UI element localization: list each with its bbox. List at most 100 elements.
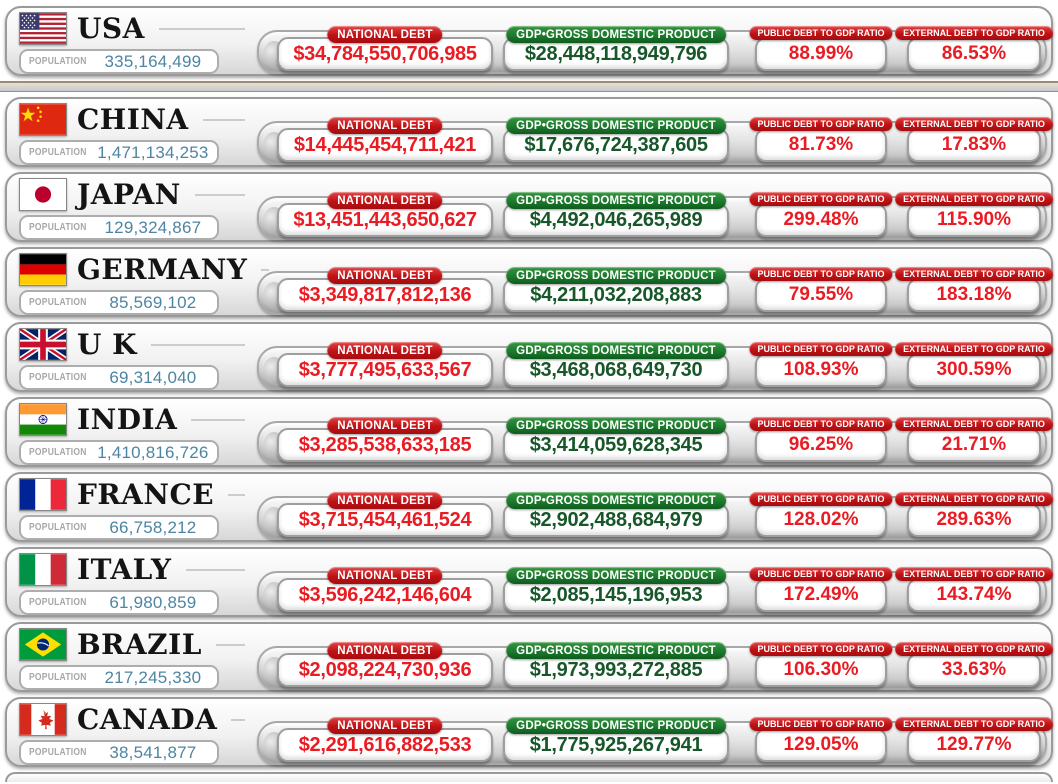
population-value: 38,541,877 bbox=[109, 742, 197, 762]
gdp-metric: GDP•GROSS DOMESTIC PRODUCT $1,775,925,26… bbox=[503, 717, 729, 762]
national-debt-value: $3,596,242,146,604 bbox=[298, 583, 472, 606]
external-debt-ratio-value: 17.83% bbox=[941, 134, 1007, 155]
national-debt-value-box: $2,098,224,730,936 bbox=[277, 653, 493, 687]
country-name-row: ITALY bbox=[19, 553, 257, 586]
external-debt-ratio-value-box: 183.18% bbox=[907, 278, 1041, 312]
national-debt-value: $3,285,538,633,185 bbox=[298, 433, 472, 456]
gdp-value: $1,775,925,267,941 bbox=[529, 733, 703, 756]
population-box: POPULATION 217,245,330 bbox=[19, 665, 219, 690]
metrics-panel: NATIONAL DEBT $3,596,242,146,604 GDP•GRO… bbox=[257, 567, 1053, 615]
external-debt-ratio-metric: EXTERNAL DEBT TO GDP RATIO 143.74% bbox=[895, 567, 1053, 612]
public-debt-ratio-metric: PUBLIC DEBT TO GDP RATIO 106.30% bbox=[749, 642, 893, 687]
country-row-canada: CANADA POPULATION 38,541,877 NATIONAL DE… bbox=[5, 697, 1053, 767]
national-debt-value: $34,784,550,706,985 bbox=[293, 42, 477, 65]
population-value: 66,758,212 bbox=[109, 517, 197, 537]
public-debt-ratio-value-box: 129.05% bbox=[755, 728, 887, 762]
country-row-italy: ITALY POPULATION 61,980,859 NATIONAL DEB… bbox=[5, 547, 1053, 617]
country-name-row: CANADA bbox=[19, 703, 257, 736]
national-debt-label: NATIONAL DEBT bbox=[327, 567, 443, 584]
country-info: ITALY POPULATION 61,980,859 bbox=[7, 549, 257, 615]
external-debt-ratio-value: 143.74% bbox=[936, 584, 1012, 605]
flag-china-icon bbox=[19, 103, 67, 136]
national-debt-metric: NATIONAL DEBT $2,291,616,882,533 bbox=[277, 717, 493, 762]
gdp-metric: GDP•GROSS DOMESTIC PRODUCT $4,492,046,26… bbox=[503, 192, 729, 237]
gdp-label: GDP•GROSS DOMESTIC PRODUCT bbox=[506, 267, 726, 284]
public-debt-ratio-label: PUBLIC DEBT TO GDP RATIO bbox=[749, 492, 893, 506]
external-debt-ratio-label: EXTERNAL DEBT TO GDP RATIO bbox=[895, 342, 1053, 356]
gdp-metric: GDP•GROSS DOMESTIC PRODUCT $4,211,032,20… bbox=[503, 267, 729, 312]
gdp-label: GDP•GROSS DOMESTIC PRODUCT bbox=[506, 417, 726, 434]
country-row-china: CHINA POPULATION 1,471,134,253 NATIONAL … bbox=[5, 97, 1053, 167]
public-debt-ratio-value-box: 81.73% bbox=[755, 128, 887, 162]
external-debt-ratio-label: EXTERNAL DEBT TO GDP RATIO bbox=[895, 267, 1053, 281]
external-debt-ratio-metric: EXTERNAL DEBT TO GDP RATIO 300.59% bbox=[895, 342, 1053, 387]
external-debt-ratio-value-box: 143.74% bbox=[907, 578, 1041, 612]
national-debt-label: NATIONAL DEBT bbox=[327, 267, 443, 284]
gdp-label: GDP•GROSS DOMESTIC PRODUCT bbox=[506, 117, 726, 134]
gdp-value: $1,973,993,272,885 bbox=[529, 658, 703, 681]
public-debt-ratio-metric: PUBLIC DEBT TO GDP RATIO 96.25% bbox=[749, 417, 893, 462]
metrics-panel: NATIONAL DEBT $2,291,616,882,533 GDP•GRO… bbox=[257, 717, 1053, 765]
country-row-india: INDIA POPULATION 1,410,816,726 NATIONAL … bbox=[5, 397, 1053, 467]
country-info: FRANCE POPULATION 66,758,212 bbox=[7, 474, 257, 540]
population-box: POPULATION 335,164,499 bbox=[19, 49, 219, 74]
metrics-panel: NATIONAL DEBT $2,098,224,730,936 GDP•GRO… bbox=[257, 642, 1053, 690]
gdp-metric: GDP•GROSS DOMESTIC PRODUCT $3,468,068,64… bbox=[503, 342, 729, 387]
gdp-value: $4,211,032,208,883 bbox=[530, 283, 702, 306]
external-debt-ratio-value: 289.63% bbox=[936, 509, 1012, 530]
public-debt-ratio-value: 128.02% bbox=[783, 509, 859, 530]
external-debt-ratio-label: EXTERNAL DEBT TO GDP RATIO bbox=[895, 567, 1053, 581]
external-debt-ratio-metric: EXTERNAL DEBT TO GDP RATIO 183.18% bbox=[895, 267, 1053, 312]
country-name-row: INDIA bbox=[19, 403, 257, 436]
external-debt-ratio-label: EXTERNAL DEBT TO GDP RATIO bbox=[895, 117, 1053, 131]
national-debt-metric: NATIONAL DEBT $3,596,242,146,604 bbox=[277, 567, 493, 612]
public-debt-ratio-value-box: 88.99% bbox=[755, 37, 887, 71]
decorative-line bbox=[228, 493, 245, 496]
flag-uk-icon bbox=[19, 328, 67, 361]
metrics-panel: NATIONAL DEBT $34,784,550,706,985 GDP•GR… bbox=[257, 26, 1053, 74]
population-value: 69,314,040 bbox=[109, 367, 197, 387]
public-debt-ratio-value: 106.30% bbox=[783, 659, 859, 680]
external-debt-ratio-value-box: 300.59% bbox=[907, 353, 1041, 387]
public-debt-ratio-label: PUBLIC DEBT TO GDP RATIO bbox=[749, 192, 893, 206]
external-debt-ratio-label: EXTERNAL DEBT TO GDP RATIO bbox=[895, 192, 1053, 206]
population-label: POPULATION bbox=[29, 447, 87, 458]
external-debt-ratio-label: EXTERNAL DEBT TO GDP RATIO bbox=[895, 26, 1053, 40]
gdp-label: GDP•GROSS DOMESTIC PRODUCT bbox=[506, 717, 726, 734]
national-debt-metric: NATIONAL DEBT $3,349,817,812,136 bbox=[277, 267, 493, 312]
flag-brazil-icon bbox=[19, 628, 67, 661]
national-debt-value: $3,715,454,461,524 bbox=[298, 508, 472, 531]
gdp-metric: GDP•GROSS DOMESTIC PRODUCT $2,902,488,68… bbox=[503, 492, 729, 537]
section-divider bbox=[0, 81, 1058, 92]
population-box: POPULATION 61,980,859 bbox=[19, 590, 219, 615]
external-debt-ratio-value: 33.63% bbox=[941, 659, 1007, 680]
flag-usa-icon bbox=[19, 12, 67, 45]
public-debt-ratio-value: 172.49% bbox=[783, 584, 859, 605]
population-value: 85,569,102 bbox=[109, 292, 197, 312]
decorative-line bbox=[151, 343, 245, 346]
gdp-value: $3,414,059,628,345 bbox=[529, 433, 703, 456]
country-info: JAPAN POPULATION 129,324,867 bbox=[7, 174, 257, 240]
country-info: GERMANY POPULATION 85,569,102 bbox=[7, 249, 270, 315]
metrics-panel: NATIONAL DEBT $3,349,817,812,136 GDP•GRO… bbox=[257, 267, 1053, 315]
public-debt-ratio-metric: PUBLIC DEBT TO GDP RATIO 129.05% bbox=[749, 717, 893, 762]
country-name: GERMANY bbox=[77, 252, 248, 286]
metrics-panel: NATIONAL DEBT $3,285,538,633,185 GDP•GRO… bbox=[257, 417, 1053, 465]
national-debt-label: NATIONAL DEBT bbox=[327, 492, 443, 509]
population-box: POPULATION 1,471,134,253 bbox=[19, 140, 219, 165]
external-debt-ratio-value: 129.77% bbox=[936, 734, 1012, 755]
metrics-panel: NATIONAL DEBT $13,451,443,650,627 GDP•GR… bbox=[257, 192, 1053, 240]
country-name-row: CHINA bbox=[19, 103, 257, 136]
population-value: 335,164,499 bbox=[104, 51, 202, 71]
gdp-label: GDP•GROSS DOMESTIC PRODUCT bbox=[506, 26, 726, 43]
national-debt-label: NATIONAL DEBT bbox=[327, 342, 443, 359]
country-row-germany: GERMANY POPULATION 85,569,102 NATIONAL D… bbox=[5, 247, 1053, 317]
public-debt-ratio-value: 299.48% bbox=[783, 209, 859, 230]
country-row-uk: U K POPULATION 69,314,040 NATIONAL DEBT … bbox=[5, 322, 1053, 392]
national-debt-value: $2,291,616,882,533 bbox=[298, 733, 472, 756]
public-debt-ratio-label: PUBLIC DEBT TO GDP RATIO bbox=[749, 717, 893, 731]
population-label: POPULATION bbox=[29, 222, 87, 233]
population-value: 129,324,867 bbox=[104, 217, 202, 237]
public-debt-ratio-value-box: 172.49% bbox=[755, 578, 887, 612]
public-debt-ratio-label: PUBLIC DEBT TO GDP RATIO bbox=[749, 342, 893, 356]
